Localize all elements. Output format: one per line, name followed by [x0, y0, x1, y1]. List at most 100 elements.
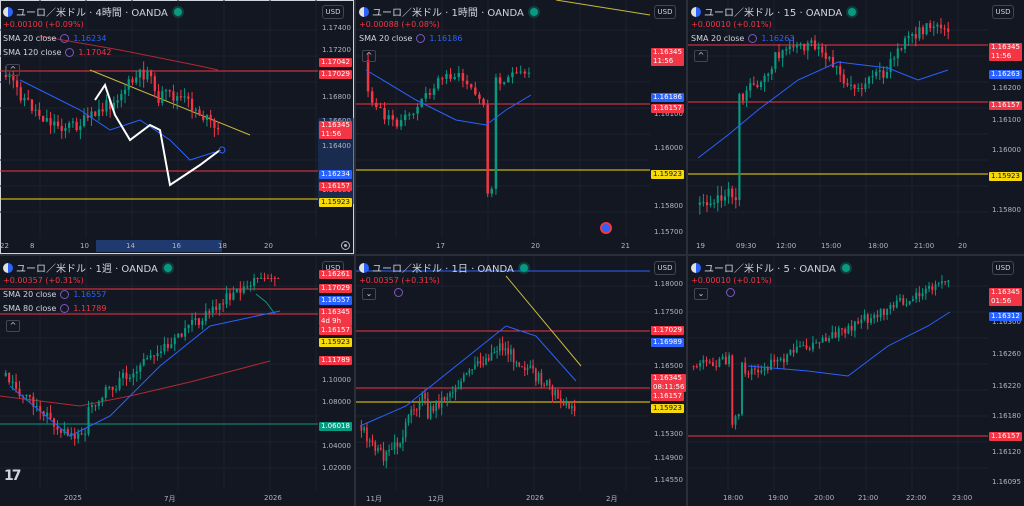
indicator-settings-icon[interactable] — [726, 288, 735, 297]
candle-body — [900, 48, 903, 50]
price-label-tag[interactable]: 1.16186 — [651, 93, 684, 102]
chart-panel-p5[interactable]: ユーロ／米ドル · 1日 · OANDA +0.00357 (+0.31%) ⌄ US… — [356, 256, 686, 506]
indicator-settings-icon[interactable] — [65, 48, 75, 57]
indicator-legend-row[interactable]: SMA 20 close 1.16234 — [3, 34, 106, 43]
currency-selector[interactable]: USD — [992, 261, 1014, 275]
candle-body — [908, 300, 911, 305]
settings-gear-icon[interactable] — [341, 241, 350, 250]
price-label-tag[interactable]: 1.16261 — [319, 270, 352, 279]
chart-panel-p1[interactable]: ユーロ／米ドル · 4時間 · OANDA +0.00100 (+0.09%) SM… — [0, 0, 354, 254]
candle-body — [454, 388, 457, 393]
chart-panel-p3[interactable]: ユーロ／米ドル · 15 · OANDA +0.00010 (+0.01%) SMA… — [688, 0, 1024, 254]
tradingview-logo[interactable]: 17 — [4, 468, 22, 484]
price-label-tag[interactable]: 1.17029 — [651, 326, 684, 335]
price-chart-canvas[interactable] — [0, 0, 354, 254]
price-label-tag[interactable]: 1.16345 4d 9h — [319, 308, 352, 326]
symbol-title[interactable]: ユーロ／米ドル · 1週 · OANDA — [16, 264, 158, 275]
price-label-tag[interactable]: 1.16345 01:56 — [989, 288, 1022, 306]
indicator-legend-row[interactable]: SMA 20 close 1.16557 — [3, 290, 106, 299]
price-label-tag[interactable]: 1.16157 — [989, 432, 1022, 441]
price-chart-canvas[interactable] — [356, 256, 686, 506]
symbol-header[interactable]: ユーロ／米ドル · 1日 · OANDA — [359, 260, 528, 275]
time-axis-tick: 7月 — [164, 495, 176, 503]
legend-collapse-button[interactable]: ⌄ — [362, 288, 376, 300]
price-label-tag[interactable]: 1.17042 — [319, 58, 352, 67]
candle-body — [187, 96, 190, 99]
currency-selector[interactable]: USD — [992, 5, 1014, 19]
candle-body — [905, 304, 908, 306]
candle-body — [850, 325, 853, 331]
price-label-tag[interactable]: 1.16157 — [319, 182, 352, 191]
indicator-legend-row[interactable]: SMA 120 close 1.17042 — [3, 48, 112, 57]
symbol-title[interactable]: ユーロ／米ドル · 5 · OANDA — [704, 264, 836, 275]
price-label-tag[interactable]: 1.16312 — [989, 312, 1022, 321]
event-marker-icon[interactable] — [600, 222, 612, 234]
symbol-header[interactable]: ユーロ／米ドル · 4時間 · OANDA — [3, 4, 182, 19]
price-label-tag[interactable]: 1.16989 — [651, 338, 684, 347]
price-label-tag[interactable]: 1.11789 — [319, 356, 352, 365]
price-label-tag[interactable]: 1.15923 — [651, 404, 684, 413]
indicator-legend-row[interactable] — [726, 288, 735, 297]
indicator-settings-icon[interactable] — [748, 34, 758, 43]
indicator-settings-icon[interactable] — [60, 290, 70, 299]
legend-collapse-button[interactable]: ^ — [694, 50, 708, 62]
candle-body — [857, 88, 860, 90]
symbol-title[interactable]: ユーロ／米ドル · 4時間 · OANDA — [16, 8, 168, 19]
time-axis-tick: 12月 — [428, 495, 444, 503]
symbol-header[interactable]: ユーロ／米ドル · 1時間 · OANDA — [359, 4, 538, 19]
price-label-tag[interactable]: 1.16263 — [989, 70, 1022, 79]
price-label-tag[interactable]: 1.16157 — [319, 326, 352, 335]
price-label-tag[interactable]: 1.15923 — [989, 172, 1022, 181]
candle-body — [8, 372, 11, 383]
price-chart-canvas[interactable] — [0, 256, 354, 506]
currency-selector[interactable]: USD — [322, 5, 344, 19]
symbol-title[interactable]: ユーロ／米ドル · 15 · OANDA — [704, 8, 843, 19]
indicator-legend-row[interactable]: SMA 20 close 1.16186 — [359, 34, 462, 43]
symbol-title[interactable]: ユーロ／米ドル · 1時間 · OANDA — [372, 8, 524, 19]
indicator-settings-icon[interactable] — [394, 288, 403, 297]
drawing-anchor[interactable] — [218, 146, 226, 154]
currency-selector[interactable]: USD — [654, 5, 676, 19]
price-chart-canvas[interactable] — [688, 0, 1024, 254]
price-label-tag[interactable]: 1.15923 — [319, 198, 352, 207]
price-label-tag[interactable]: 1.16157 — [651, 392, 684, 401]
indicator-settings-icon[interactable] — [60, 34, 70, 43]
legend-collapse-button[interactable]: ^ — [362, 50, 376, 62]
price-chart-canvas[interactable] — [688, 256, 1024, 506]
indicator-legend-row[interactable] — [394, 288, 403, 297]
indicator-legend-row[interactable]: SMA 80 close 1.11789 — [3, 304, 106, 313]
price-label-tag[interactable]: 1.16345 11:56 — [989, 43, 1022, 61]
legend-collapse-button[interactable]: ^ — [6, 320, 20, 332]
candle-body — [493, 351, 496, 353]
chart-panel-p2[interactable]: ユーロ／米ドル · 1時間 · OANDA +0.00088 (+0.08%) SM… — [356, 0, 686, 254]
legend-collapse-button[interactable]: ⌄ — [694, 288, 708, 300]
symbol-header[interactable]: ユーロ／米ドル · 1週 · OANDA — [3, 260, 172, 275]
symbol-header[interactable]: ユーロ／米ドル · 5 · OANDA — [691, 260, 850, 275]
price-label-tag[interactable]: 1.15923 — [651, 170, 684, 179]
price-label-tag[interactable]: 1.16157 — [989, 101, 1022, 110]
price-label-tag[interactable]: 1.16157 — [651, 104, 684, 113]
price-label-tag[interactable]: 1.16557 — [319, 296, 352, 305]
legend-collapse-button[interactable]: ^ — [6, 64, 20, 76]
price-label-tag[interactable]: 1.17029 — [319, 284, 352, 293]
price-chart-canvas[interactable] — [356, 0, 686, 254]
price-label-tag[interactable]: 1.16345 11:56 — [651, 48, 684, 66]
chart-panel-p6[interactable]: ユーロ／米ドル · 5 · OANDA +0.00010 (+0.01%) ⌄ USD… — [688, 256, 1024, 506]
indicator-legend-row[interactable]: SMA 20 close 1.16263 — [691, 34, 794, 43]
price-label-tag[interactable]: 1.06018 — [319, 422, 352, 431]
symbol-title[interactable]: ユーロ／米ドル · 1日 · OANDA — [372, 264, 514, 275]
price-label-tag[interactable]: 1.16345 08:11:56 — [651, 374, 686, 392]
symbol-header[interactable]: ユーロ／米ドル · 15 · OANDA — [691, 4, 857, 19]
price-label-tag[interactable]: 1.17029 — [319, 70, 352, 79]
indicator-settings-icon[interactable] — [416, 34, 426, 43]
price-label-tag[interactable]: 1.16345 11:56 — [319, 121, 352, 139]
price-label-tag[interactable]: 1.15923 — [319, 338, 352, 347]
chart-panel-p4[interactable]: ユーロ／米ドル · 1週 · OANDA +0.00357 (+0.31%) SMA… — [0, 256, 354, 506]
candle-body — [176, 96, 179, 101]
price-label-tag[interactable]: 1.16234 — [319, 170, 352, 179]
candle-body — [715, 365, 718, 367]
candle-body — [882, 309, 885, 316]
indicator-settings-icon[interactable] — [60, 304, 70, 313]
currency-selector[interactable]: USD — [654, 261, 676, 275]
candle-body — [38, 109, 41, 116]
